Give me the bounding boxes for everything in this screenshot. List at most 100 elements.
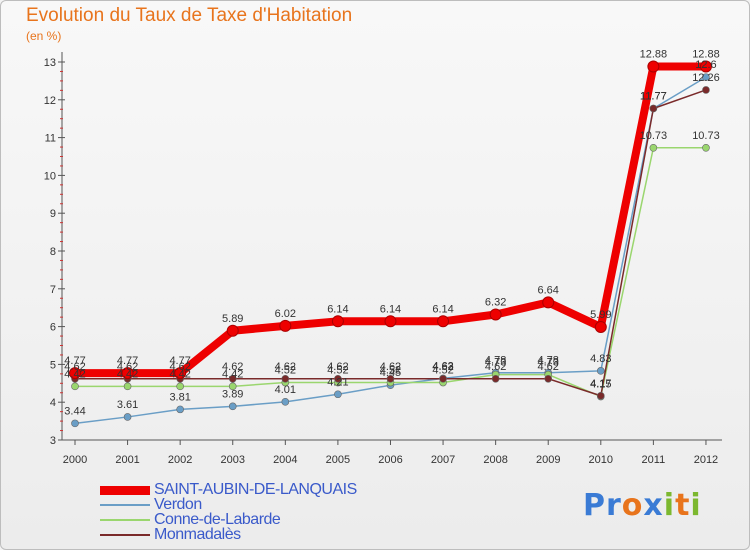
data-label-conne-de-labarde: 4.52 <box>275 365 296 377</box>
data-label-monmadale-s: 4.62 <box>327 361 348 373</box>
data-label-saint-aubin-de-lanquais: 5.99 <box>590 309 611 321</box>
chart-unit-label: (en %) <box>26 29 62 43</box>
chart-axes: 3 4 5 6 7 8 9 10 11 12 13 2000 2001 2002 2003 2004 2005 2… <box>44 52 722 466</box>
x-tick-label: 2008 <box>483 454 507 466</box>
data-point-saint-aubin-de-lanquais <box>69 367 81 380</box>
data-point-verdon <box>228 402 237 411</box>
data-point-saint-aubin-de-lanquais <box>226 324 239 337</box>
x-tick-label: 2006 <box>378 454 402 466</box>
data-label-verdon: 4.01 <box>275 384 296 396</box>
data-point-monmadale-s <box>439 374 447 383</box>
data-label-conne-de-labarde: 4.42 <box>222 368 243 380</box>
logo-letter: x <box>643 488 664 523</box>
data-point-verdon <box>71 419 79 428</box>
data-point-conne-de-labarde <box>649 144 658 152</box>
data-label-verdon: 4.78 <box>538 355 559 367</box>
data-point-conne-de-labarde <box>702 144 710 152</box>
data-label-conne-de-labarde: 4.52 <box>432 365 453 377</box>
data-label-verdon: 3.89 <box>222 388 243 400</box>
line-chart: 3 4 5 6 7 8 9 10 11 12 13 2000 2001 2002 2003 2004 2005 2… <box>44 49 722 466</box>
data-label-monmadale-s: 4.62 <box>538 361 559 373</box>
data-label-conne-de-labarde: 4.42 <box>169 368 190 380</box>
logo-letter: P <box>583 488 606 523</box>
logo-letter: i <box>690 488 702 523</box>
data-label-saint-aubin-de-lanquais: 6.32 <box>485 297 506 309</box>
data-point-saint-aubin-de-lanquais <box>647 60 660 73</box>
x-tick-label: 2003 <box>220 454 244 466</box>
data-point-verdon <box>281 398 290 406</box>
chart-title: Evolution du Taux de Taxe d'Habitation <box>26 5 353 26</box>
legend-label: SAINT-AUBIN-DE-LANQUAIS <box>154 481 357 498</box>
x-tick-label: 2009 <box>536 454 560 466</box>
data-label-monmadale-s: 12.26 <box>692 72 720 84</box>
y-tick-label: 9 <box>50 208 56 220</box>
data-label-conne-de-labarde: 4.73 <box>538 357 559 369</box>
data-point-monmadale-s <box>281 374 290 383</box>
data-label-saint-aubin-de-lanquais: 12.88 <box>692 49 720 61</box>
data-label-verdon: 4.78 <box>485 355 506 367</box>
data-label-saint-aubin-de-lanquais: 6.14 <box>327 303 348 315</box>
data-point-saint-aubin-de-lanquais <box>331 315 344 328</box>
data-point-monmadale-s <box>649 104 658 113</box>
data-point-saint-aubin-de-lanquais <box>384 315 397 328</box>
data-label-verdon: 11.77 <box>640 90 667 102</box>
data-label-verdon: 3.81 <box>169 391 190 403</box>
data-point-verdon <box>176 405 184 414</box>
x-tick-label: 2007 <box>431 454 455 466</box>
logo-letter: r <box>606 488 622 523</box>
data-point-conne-de-labarde <box>228 382 237 391</box>
data-label-conne-de-labarde: 10.73 <box>692 130 720 142</box>
y-tick-label: 6 <box>50 322 56 334</box>
data-label-saint-aubin-de-lanquais: 6.14 <box>432 303 453 315</box>
y-tick-label: 11 <box>45 133 56 145</box>
data-point-saint-aubin-de-lanquais <box>279 319 292 332</box>
logo-letter: t <box>675 488 691 523</box>
x-tick-label: 2002 <box>168 454 192 466</box>
x-tick-label: 2012 <box>694 454 718 466</box>
x-tick-label: 2000 <box>63 454 87 466</box>
x-tick-label: 2011 <box>642 454 666 466</box>
data-label-monmadale-s: 4.62 <box>64 361 85 373</box>
legend-label: Monmadalès <box>154 526 241 543</box>
data-point-monmadale-s <box>334 374 342 383</box>
data-label-saint-aubin-de-lanquais: 4.77 <box>64 355 85 367</box>
data-label-verdon: 4.83 <box>590 353 611 365</box>
data-point-monmadale-s <box>702 86 710 94</box>
legend-swatch <box>100 534 150 536</box>
data-label-monmadale-s: 4.62 <box>169 361 190 373</box>
data-label-saint-aubin-de-lanquais: 6.64 <box>538 284 559 296</box>
data-label-monmadale-s: 4.17 <box>590 378 611 390</box>
data-label-monmadale-s: 4.62 <box>222 361 243 373</box>
data-label-monmadale-s: 4.62 <box>275 361 296 373</box>
logo-letter: o <box>621 488 644 523</box>
data-point-saint-aubin-de-lanquais <box>699 60 712 73</box>
data-point-verdon <box>596 367 605 375</box>
data-point-monmadale-s <box>544 374 553 383</box>
chart-data-points <box>69 60 712 428</box>
data-label-saint-aubin-de-lanquais: 4.77 <box>117 355 138 367</box>
data-label-saint-aubin-de-lanquais: 12.88 <box>640 49 668 61</box>
legend-label: Verdon <box>154 496 202 513</box>
data-label-monmadale-s: 4.62 <box>117 361 138 373</box>
data-label-conne-de-labarde: 4.42 <box>117 368 138 380</box>
data-point-monmadale-s <box>491 374 500 383</box>
data-point-verdon <box>123 413 132 421</box>
data-label-saint-aubin-de-lanquais: 6.14 <box>380 303 401 315</box>
y-tick-label: 5 <box>50 359 56 371</box>
data-point-conne-de-labarde <box>123 382 132 391</box>
data-point-saint-aubin-de-lanquais <box>437 315 450 328</box>
data-label-monmadale-s: 11.77 <box>640 90 667 102</box>
data-label-conne-de-labarde: 4.52 <box>327 365 348 377</box>
data-point-verdon <box>334 390 342 399</box>
data-label-verdon: 3.44 <box>64 405 85 417</box>
data-point-saint-aubin-de-lanquais <box>121 367 134 380</box>
data-label-conne-de-labarde: 4.73 <box>485 357 506 369</box>
data-label-conne-de-labarde: 4.42 <box>64 368 85 380</box>
data-point-monmadale-s <box>386 374 395 383</box>
legend-swatch <box>100 519 150 521</box>
chart-data-labels: 4.77 4.77 4.77 5.89 6.02 6.14 6.14 6.14 6.32 6.64… <box>64 49 719 418</box>
data-label-conne-de-labarde: 4.15 <box>590 379 611 391</box>
data-point-monmadale-s <box>228 374 237 383</box>
data-label-saint-aubin-de-lanquais: 6.02 <box>275 308 296 320</box>
